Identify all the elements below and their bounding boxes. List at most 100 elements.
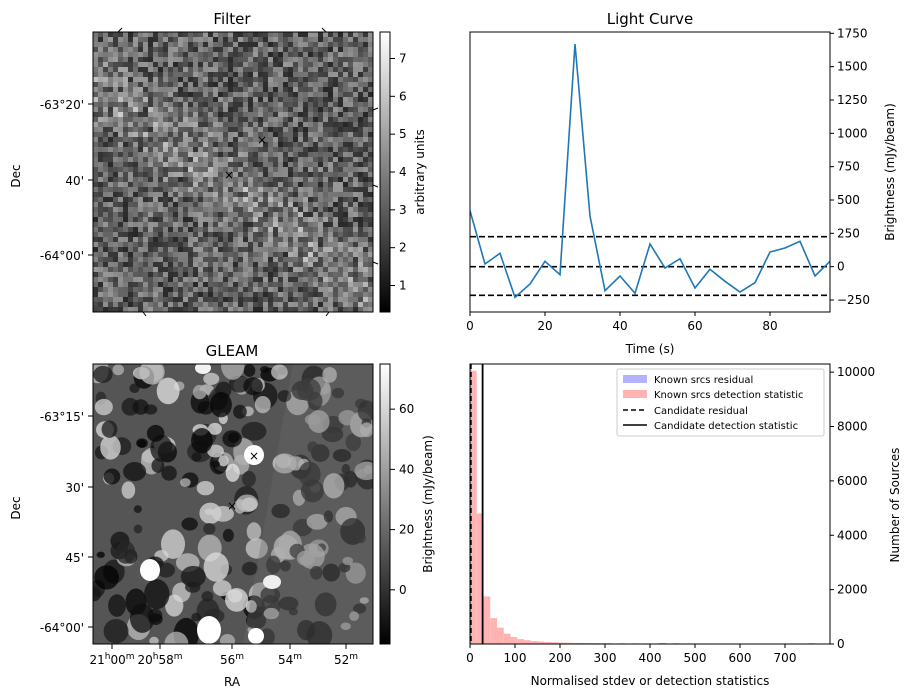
detection-bar <box>476 513 484 644</box>
detection-bar <box>510 636 518 644</box>
legend-candidate-residual-label: Candidate residual <box>654 406 748 417</box>
x-tick-label: 200 <box>549 651 572 665</box>
y-tick-label: 10000 <box>837 365 875 379</box>
legend-detection-swatch <box>623 390 647 398</box>
x-tick-label: 700 <box>774 651 797 665</box>
detection-bar <box>537 641 545 644</box>
x-tick-label: 100 <box>504 651 527 665</box>
legend-candidate-detection-label: Candidate detection statistic <box>654 421 798 432</box>
legend-residual-label: Known srcs residual <box>654 375 753 386</box>
filter-y-tick-label: 40' <box>65 174 84 188</box>
detection-bar <box>524 640 531 644</box>
colorbar-tick-label: 20 <box>399 523 414 537</box>
light-curve-panel: Light Curve 0 20 40 60 80 −250 0 250 500 750 1000… <box>466 10 897 356</box>
colorbar-tick-label: 0 <box>399 583 407 597</box>
histogram-panel: 0 100 200 300 400 500 600 700 0 2000 4000 6000 8000… <box>466 363 902 688</box>
colorbar-tick-label: 40 <box>399 462 414 476</box>
gleam-y-tick-label: 45' <box>65 551 84 565</box>
gleam-title: GLEAM <box>206 342 259 360</box>
histogram-y-ticks: 0 2000 4000 6000 8000 10000 <box>830 365 875 651</box>
filter-panel: Filter -63°20' 40' -64°00' Dec × × 1 2 3 4 5… <box>9 10 427 317</box>
y-tick-label: 750 <box>837 160 860 174</box>
gleam-y-tick-label: -64°00' <box>40 621 84 635</box>
gleam-colorbar-label: Brightness (mJy/beam) <box>421 435 435 573</box>
x-tick-label: 60 <box>687 319 702 333</box>
light-curve-x-label: Time (s) <box>625 342 675 356</box>
filter-y-label: Dec <box>9 164 23 187</box>
x-tick-label: 600 <box>729 651 752 665</box>
colorbar-tick-label: 1 <box>399 279 407 293</box>
gleam-y-tick-label: -63°15' <box>40 410 84 424</box>
filter-marker-candidate: × <box>224 168 234 182</box>
colorbar-tick-label: 3 <box>399 203 407 217</box>
filter-colorbar-label: arbitrary units <box>413 129 427 215</box>
filter-y-tick-label: -64°00' <box>40 249 84 263</box>
detection-bar <box>551 642 558 644</box>
histogram-bars <box>470 369 815 644</box>
y-tick-label: 4000 <box>837 528 868 542</box>
gleam-y-ticks: -63°15' 30' 45' -64°00' <box>40 410 93 635</box>
y-tick-label: 1000 <box>837 126 868 140</box>
y-tick-label: 8000 <box>837 420 868 434</box>
histogram-x-label: Normalised stdev or detection statistics <box>531 674 770 688</box>
light-curve-x-ticks: 0 20 40 60 80 <box>466 312 778 333</box>
gleam-marker-candidate: × <box>227 499 237 513</box>
x-tick-label: 500 <box>684 651 707 665</box>
x-tick-label: 0 <box>466 651 474 665</box>
detection-bar <box>517 639 524 644</box>
gleam-frame <box>92 363 374 645</box>
gleam-y-tick-label: 30' <box>65 481 84 495</box>
histogram-legend: Known srcs residual Known srcs detection… <box>616 368 825 437</box>
light-curve-title: Light Curve <box>607 10 693 28</box>
y-tick-label: 250 <box>837 226 860 240</box>
detection-bar <box>578 642 585 644</box>
detection-bar <box>544 641 551 644</box>
gleam-y-label: Dec <box>9 496 23 519</box>
filter-frame <box>92 31 374 313</box>
ra-tick-label: 56m <box>220 652 244 667</box>
x-tick-label: 80 <box>762 319 777 333</box>
filter-title: Filter <box>213 10 251 28</box>
colorbar-tick-label: 60 <box>399 402 414 416</box>
x-tick-label: 0 <box>466 319 474 333</box>
detection-bar <box>490 618 497 644</box>
ra-tick-label: 54m <box>278 652 302 667</box>
detection-bar <box>530 641 538 644</box>
colorbar-tick-label: 4 <box>399 165 407 179</box>
detection-bar <box>571 642 578 644</box>
gleam-image <box>93 364 373 644</box>
x-tick-label: 300 <box>594 651 617 665</box>
colorbar-tick-label: 6 <box>399 89 407 103</box>
light-curve-series-line <box>470 43 830 299</box>
light-curve-y-ticks: −250 0 250 500 750 1000 1250 1500 1750 <box>830 26 870 307</box>
filter-y-tick-label: -63°20' <box>40 98 84 112</box>
filter-y-ticks: -63°20' 40' -64°00' <box>40 98 93 263</box>
filter-marker-known-source: × <box>257 133 267 147</box>
colorbar-tick-label: 2 <box>399 241 407 255</box>
y-tick-label: 1750 <box>837 26 868 40</box>
y-tick-label: 0 <box>837 637 845 651</box>
ra-tick-label: 21h00m <box>89 652 134 667</box>
y-tick-label: 6000 <box>837 474 868 488</box>
histogram-y-label: Number of Sources <box>888 448 902 563</box>
gleam-x-ticks: 21h00m 20h58m 56m 54m 52m <box>89 644 358 667</box>
light-curve-y-label: Brightness (mJy/beam) <box>883 103 897 241</box>
detection-bar <box>557 642 565 644</box>
residual-bar <box>470 369 472 644</box>
y-tick-label: −250 <box>837 293 870 307</box>
light-curve-frame <box>469 31 831 313</box>
gleam-x-label: RA <box>224 675 241 689</box>
gleam-panel: GLEAM × × -63°15' 30' 45' -64°00' 21h00m… <box>9 342 435 689</box>
detection-bar <box>470 370 477 644</box>
y-tick-label: 2000 <box>837 583 868 597</box>
y-tick-label: 0 <box>837 260 845 274</box>
y-tick-label: 1500 <box>837 60 868 74</box>
y-tick-label: 500 <box>837 193 860 207</box>
gleam-colorbar: 0 20 40 60 Brightness (mJy/beam) <box>379 363 435 645</box>
x-tick-label: 40 <box>612 319 627 333</box>
x-tick-label: 20 <box>537 319 552 333</box>
detection-bar <box>497 627 504 644</box>
histogram-x-ticks: 0 100 200 300 400 500 600 700 <box>466 644 796 665</box>
filter-image <box>93 32 373 312</box>
